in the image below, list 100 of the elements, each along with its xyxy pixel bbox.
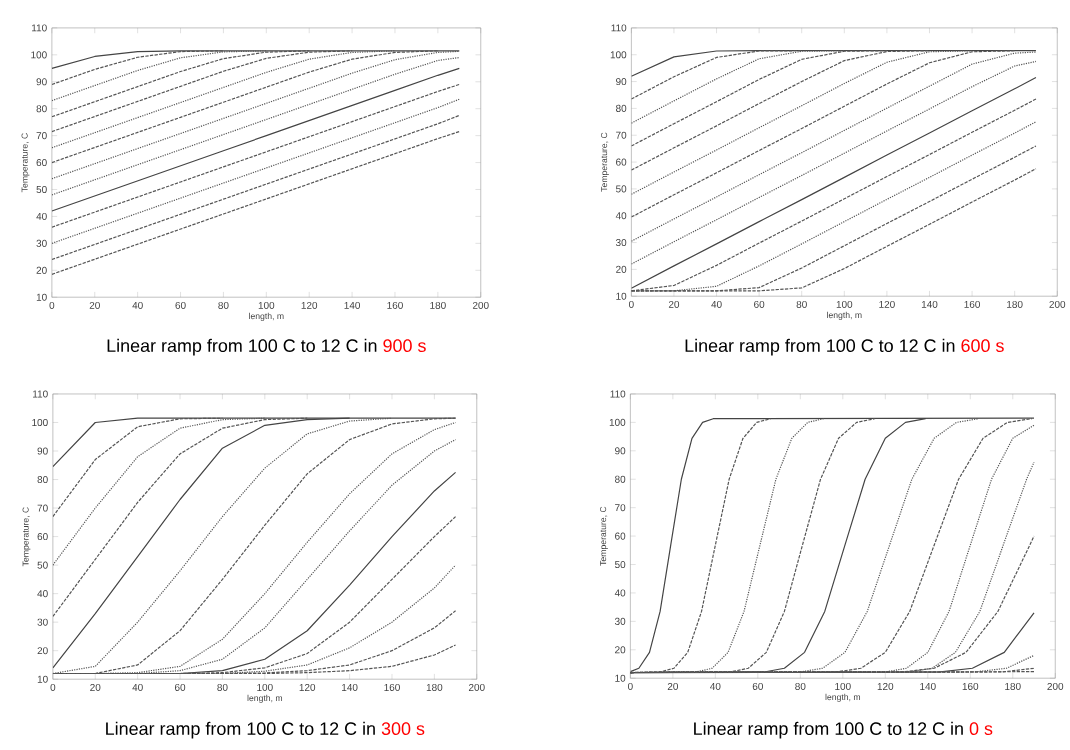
x-tick-label: 100: [835, 682, 851, 690]
x-tick-label: 60: [754, 300, 765, 308]
y-tick-label: 70: [37, 504, 48, 512]
x-tick-label: 140: [920, 682, 936, 690]
y-tick-label: 40: [37, 590, 48, 598]
x-tick-label: 40: [711, 300, 722, 308]
x-tick-label: 100: [257, 683, 273, 691]
y-tick-label: 90: [37, 447, 48, 455]
y-tick-label: 60: [36, 159, 47, 167]
x-tick-label: 200: [1049, 300, 1066, 308]
y-tick-label: 100: [31, 51, 47, 59]
x-tick-label: 180: [1005, 682, 1021, 690]
x-tick-label: 40: [132, 301, 143, 309]
y-tick-label: 10: [37, 675, 48, 683]
x-tick-label: 120: [877, 682, 894, 690]
text: Linear ramp from 100 C to 12 C in: [694, 721, 963, 739]
text: 600 s: [961, 339, 1004, 352]
x-tick-label: 200: [1047, 682, 1064, 690]
x-tick-label: 160: [384, 683, 400, 691]
y-tick-label: 70: [36, 132, 47, 140]
x-tick-label: 60: [175, 301, 186, 309]
x-axis-title: length, m: [249, 312, 284, 321]
x-tick-label: 20: [668, 300, 680, 308]
y-tick-label: 90: [616, 78, 627, 86]
y-tick-label: 10: [36, 293, 47, 301]
x-tick-label: 80: [796, 300, 807, 308]
x-tick-label: 180: [1007, 300, 1023, 308]
y-tick-label: 80: [616, 104, 627, 112]
x-tick-label: 0: [50, 683, 56, 691]
y-tick-label: 30: [614, 617, 626, 625]
y-axis-title: Temperature, C: [21, 133, 30, 193]
x-tick-label: 40: [710, 682, 721, 690]
x-tick-label: 200: [472, 301, 489, 309]
text: Linear ramp from 100 C to 12 C in: [107, 338, 377, 356]
y-tick-label: 20: [615, 646, 626, 654]
x-tick-label: 120: [879, 300, 895, 308]
x-tick-label: 160: [387, 301, 403, 309]
text: 0 s: [969, 722, 993, 735]
y-tick-label: 60: [37, 533, 48, 541]
y-tick-label: 110: [611, 24, 627, 32]
y-tick-label: 100: [32, 418, 48, 427]
x-tick-label: 180: [430, 301, 446, 309]
y-tick-label: 70: [616, 131, 627, 139]
x-tick-label: 160: [964, 300, 980, 308]
y-tick-label: 40: [615, 212, 627, 220]
y-tick-label: 80: [36, 105, 47, 113]
x-tick-label: 0: [49, 301, 55, 309]
y-axis-title: Temperature, C: [600, 506, 608, 566]
y-tick-label: 20: [616, 265, 627, 273]
text: Linear ramp from 100 C to 12 C in: [106, 721, 375, 739]
y-tick-label: 50: [615, 185, 627, 193]
y-axis-title: Temperature, C: [601, 132, 609, 192]
x-tick-label: 140: [921, 300, 938, 308]
y-tick-label: 60: [616, 158, 627, 166]
y-tick-label: 30: [36, 239, 47, 247]
y-tick-label: 70: [615, 504, 626, 512]
y-tick-label: 20: [37, 647, 48, 655]
x-tick-label: 180: [426, 683, 443, 691]
x-tick-label: 0: [627, 682, 633, 690]
y-tick-label: 90: [36, 78, 47, 86]
y-tick-label: 80: [37, 475, 48, 484]
y-tick-label: 60: [615, 532, 626, 540]
x-tick-label: 20: [89, 301, 100, 309]
y-tick-label: 110: [32, 24, 47, 32]
y-tick-label: 30: [37, 618, 48, 626]
y-tick-label: 90: [615, 447, 626, 455]
y-tick-label: 10: [616, 292, 627, 300]
x-tick-label: 100: [836, 300, 853, 308]
y-tick-label: 50: [37, 561, 48, 569]
x-tick-label: 120: [299, 683, 316, 691]
x-tick-label: 60: [174, 683, 186, 691]
x-tick-label: 140: [344, 301, 361, 309]
x-tick-label: 80: [218, 301, 229, 309]
x-tick-label: 140: [342, 683, 358, 691]
x-tick-label: 200: [468, 683, 485, 691]
y-tick-label: 50: [36, 185, 47, 194]
x-tick-label: 120: [301, 301, 318, 309]
y-tick-label: 110: [33, 390, 48, 398]
x-axis-title: length, m: [827, 311, 862, 320]
y-tick-label: 30: [615, 239, 627, 247]
y-tick-label: 110: [610, 390, 626, 398]
y-tick-label: 100: [609, 418, 626, 426]
y-tick-label: 40: [614, 589, 626, 597]
x-axis-title: length, m: [247, 694, 283, 703]
x-tick-label: 160: [962, 682, 979, 690]
y-tick-label: 10: [615, 674, 626, 682]
x-tick-label: 80: [217, 683, 228, 691]
x-tick-label: 40: [132, 683, 143, 691]
x-tick-label: 0: [628, 300, 634, 308]
text: Linear ramp from 100 C to 12 C in: [685, 338, 955, 356]
x-tick-label: 100: [258, 301, 275, 309]
text: 900 s: [383, 339, 426, 352]
x-tick-label: 20: [90, 683, 101, 691]
x-tick-label: 80: [795, 682, 806, 690]
y-tick-label: 50: [614, 560, 626, 569]
x-tick-label: 20: [667, 682, 679, 690]
y-tick-label: 20: [36, 266, 47, 274]
y-tick-label: 40: [36, 212, 47, 220]
x-axis-title: length, m: [825, 693, 861, 702]
text: 300 s: [381, 722, 425, 735]
